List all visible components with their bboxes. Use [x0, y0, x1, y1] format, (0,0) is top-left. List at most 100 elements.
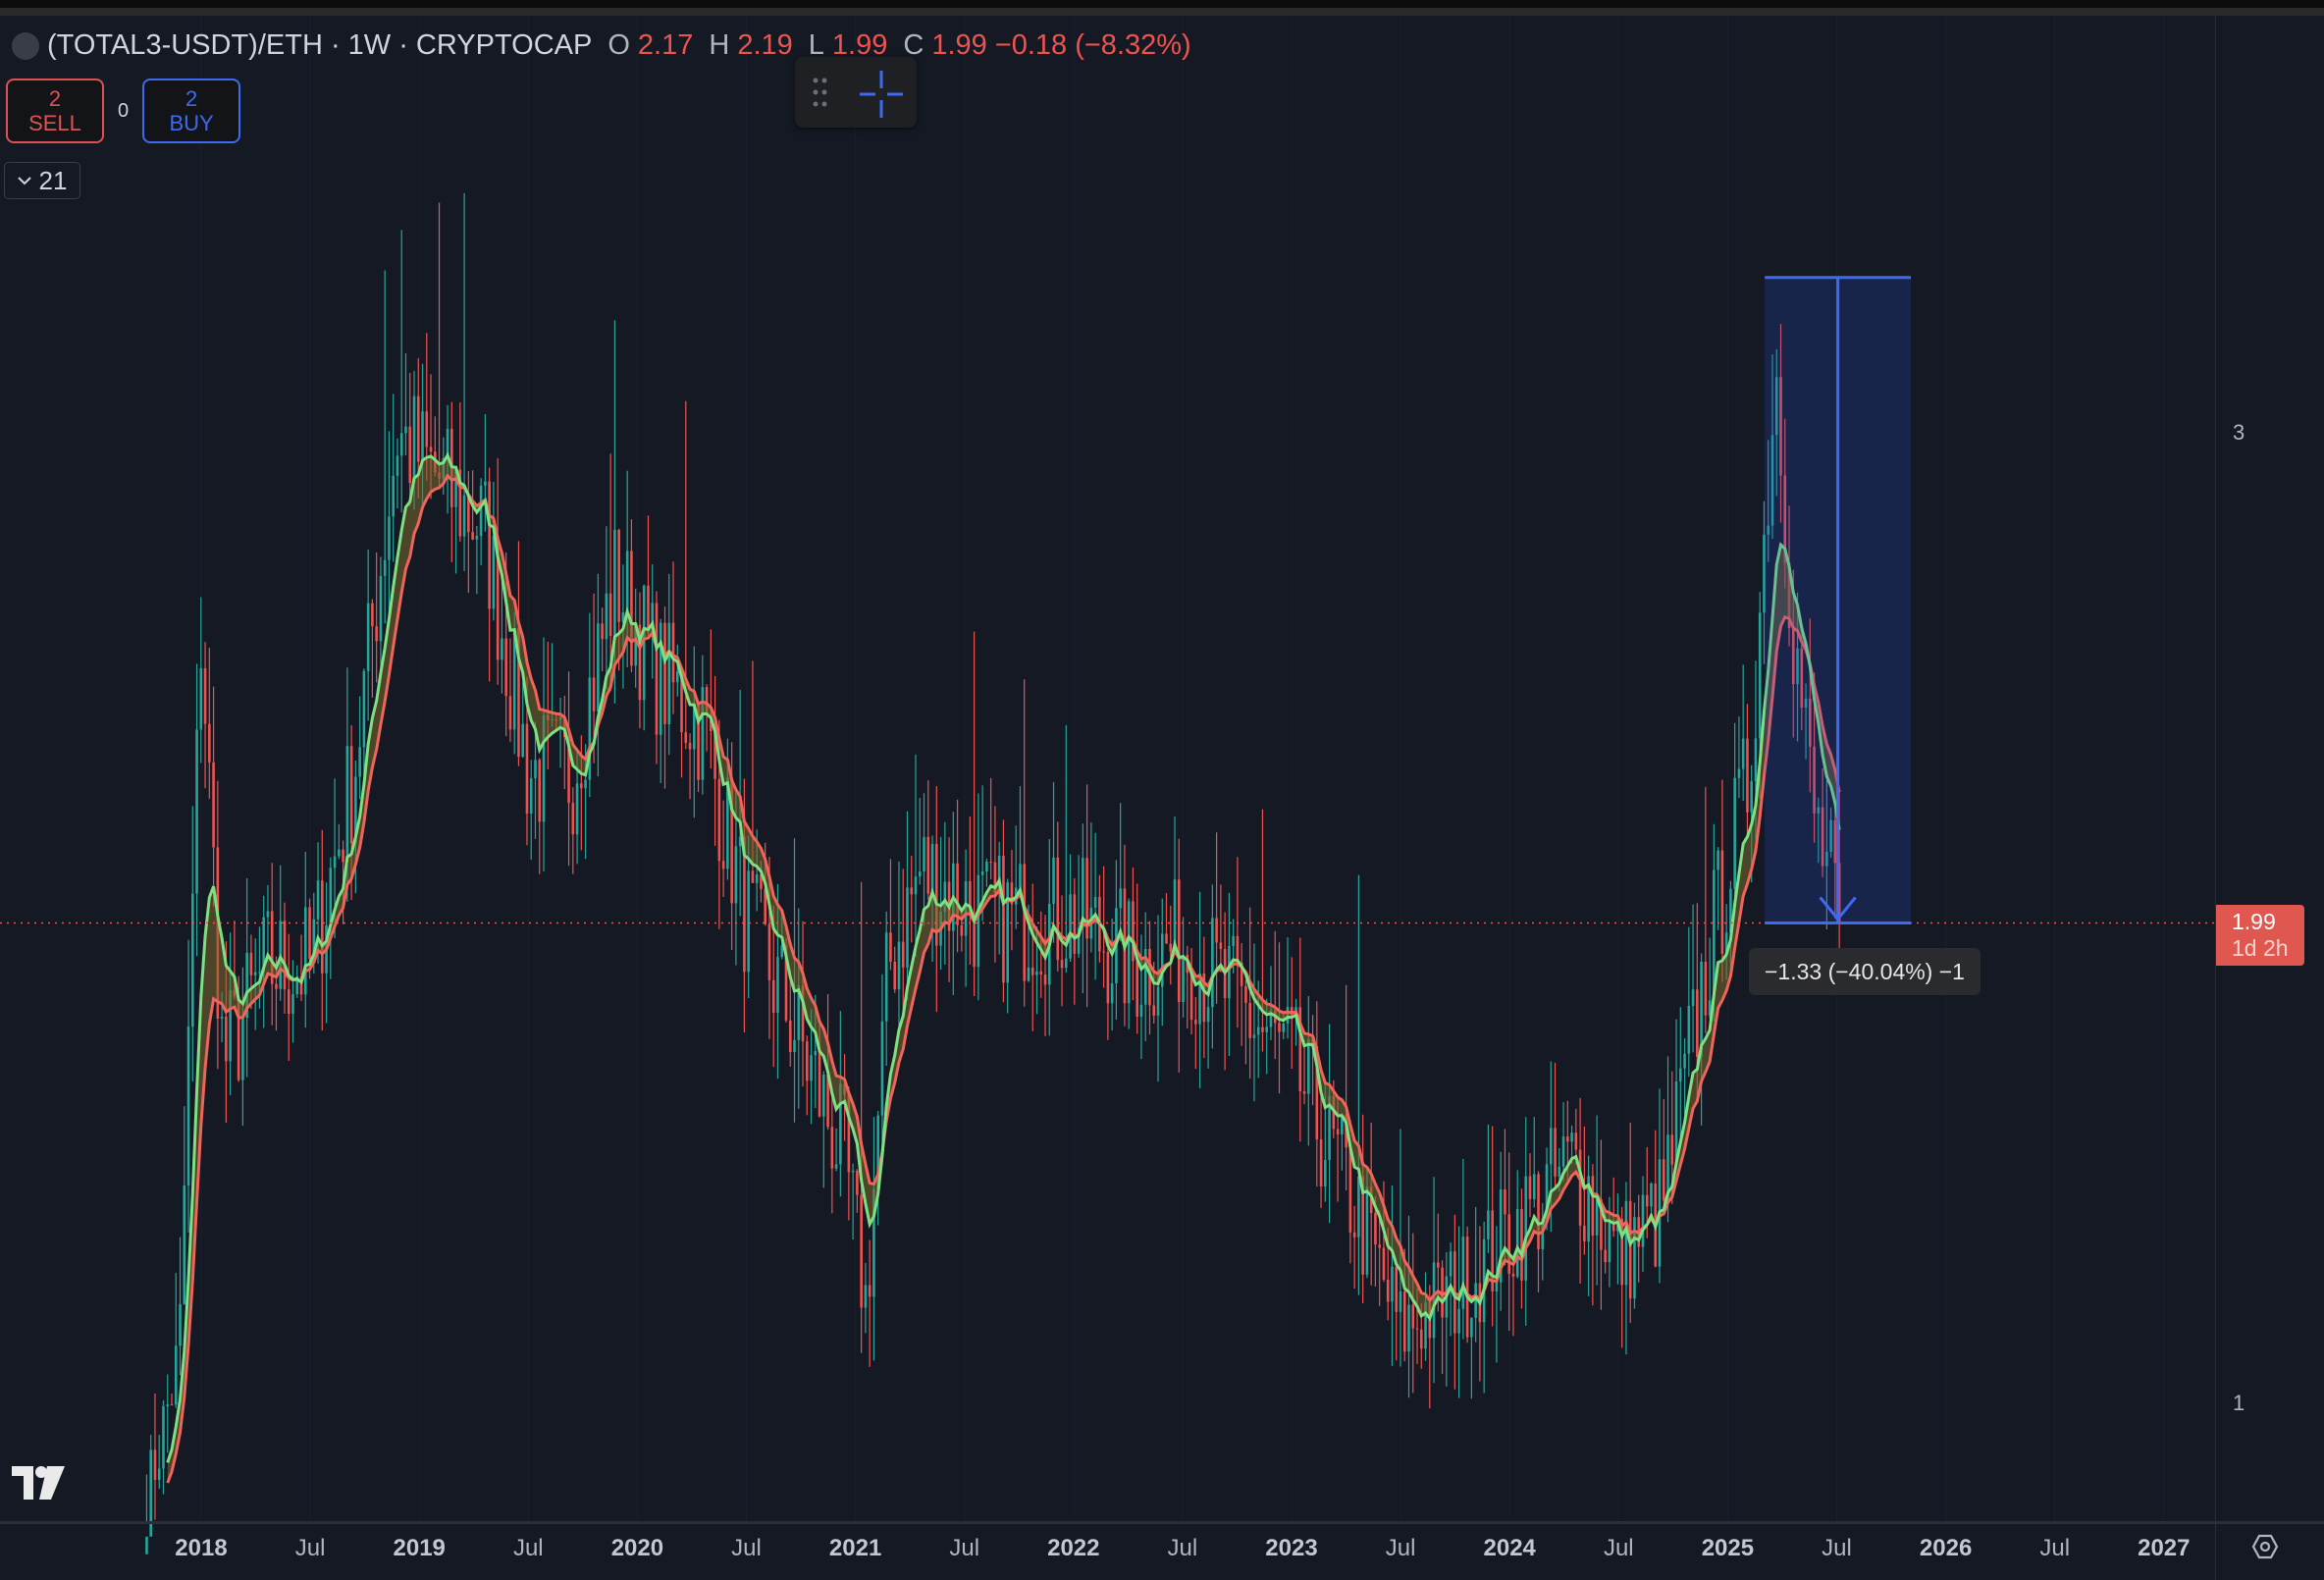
candle-body — [1608, 1222, 1611, 1263]
candle-body — [186, 1027, 190, 1186]
candle-body — [166, 1404, 170, 1406]
candle-body — [1474, 1283, 1477, 1319]
candle-body — [1696, 989, 1699, 1058]
symbol-title[interactable]: (TOTAL3-USDT)/ETH · 1W · CRYPTOCAP — [47, 29, 593, 61]
candle-body — [358, 747, 361, 777]
candle-body — [416, 395, 420, 462]
candle-body — [299, 975, 303, 995]
candle-body — [608, 593, 612, 637]
candle-body — [934, 844, 938, 946]
candle-body — [333, 856, 337, 869]
candle-body — [1143, 948, 1147, 1005]
floating-drawing-toolbar[interactable] — [795, 57, 917, 128]
candle-body — [675, 671, 679, 683]
time-tick-label: Jul — [949, 1535, 980, 1561]
candle-body — [634, 624, 637, 666]
candle-body — [504, 638, 507, 697]
candle-body — [379, 575, 383, 642]
candle-body — [793, 1039, 796, 1052]
ohlc-high-value: 2.19 — [737, 29, 793, 61]
candle-body — [1365, 1186, 1369, 1275]
candle-body — [1315, 1046, 1319, 1139]
indicators-toggle[interactable]: 21 — [4, 162, 80, 199]
buy-button[interactable]: 2 BUY — [142, 79, 241, 143]
candle-body — [717, 778, 721, 862]
candle-body — [605, 593, 608, 640]
candle-body — [241, 1018, 244, 1080]
candle-body — [508, 696, 512, 730]
buy-label: BUY — [169, 111, 214, 135]
candle-body — [1532, 1174, 1536, 1199]
candle-body — [1056, 857, 1060, 961]
candle-body — [864, 1285, 868, 1308]
candle-body — [1683, 1053, 1686, 1069]
candle-body — [1006, 882, 1009, 983]
candle-body — [1528, 1176, 1532, 1199]
candle-body — [484, 481, 487, 486]
candle-body — [788, 1020, 792, 1052]
candle-body — [1491, 1210, 1494, 1291]
candle-body — [910, 887, 914, 895]
candle-body — [1437, 1262, 1440, 1268]
drag-handle-icon[interactable] — [795, 57, 917, 128]
candle-body — [1499, 1189, 1503, 1283]
candle-body — [663, 622, 666, 724]
time-tick-label: 2024 — [1483, 1535, 1536, 1561]
candle-body — [705, 687, 709, 714]
tradingview-logo[interactable] — [8, 1462, 69, 1521]
candle-body — [1733, 777, 1736, 889]
candle-body — [625, 551, 629, 613]
candle-body — [776, 957, 779, 1014]
candle-body — [1767, 525, 1770, 535]
candle-body — [153, 1449, 157, 1481]
candle-body — [1211, 918, 1214, 1008]
candle-body — [321, 880, 324, 974]
candle-body — [1236, 935, 1240, 963]
candle-body — [225, 1016, 228, 1062]
sell-button[interactable]: 2 SELL — [6, 79, 104, 143]
candle-body — [588, 677, 592, 780]
sell-label: SELL — [28, 111, 81, 135]
candle-body — [1687, 1006, 1691, 1054]
time-tick-label: 2018 — [175, 1535, 228, 1561]
candle-body — [638, 624, 642, 701]
candle-body — [462, 495, 466, 537]
candle-body — [1495, 1282, 1499, 1291]
candle-body — [212, 762, 215, 848]
symbol-logo-icon — [12, 31, 39, 60]
candle-body — [1336, 1129, 1340, 1134]
candle-body — [1156, 986, 1160, 1016]
candle-body — [1298, 1007, 1302, 1091]
candle-body — [801, 985, 805, 1042]
candle-body — [488, 481, 491, 609]
candle-body — [1002, 855, 1005, 983]
candle-body — [1110, 983, 1114, 1004]
candle-body — [1704, 962, 1708, 1016]
candle-body — [1591, 1176, 1595, 1236]
chart-settings-icon[interactable] — [2251, 1533, 2279, 1560]
candle-body — [1641, 1194, 1645, 1247]
candle-body — [467, 495, 470, 533]
crosshair-icon[interactable] — [854, 67, 909, 122]
candle-body — [1278, 1023, 1281, 1032]
candle-body — [1645, 1194, 1649, 1207]
candle-body — [542, 714, 546, 822]
candle-body — [701, 687, 705, 780]
candle-body — [342, 849, 344, 863]
candle-body — [1215, 918, 1218, 943]
spread-value: 0 — [118, 99, 130, 122]
candle-body — [721, 861, 725, 869]
candle-body — [1177, 879, 1181, 1003]
candle-body — [872, 1188, 875, 1297]
window-top-stripe — [0, 8, 2324, 16]
candle-body — [1574, 1132, 1578, 1150]
candle-body — [1060, 960, 1064, 969]
candle-body — [149, 1449, 153, 1537]
candle-body — [893, 961, 897, 990]
candle-body — [960, 924, 964, 936]
candle-body — [1507, 1214, 1511, 1274]
candle-body — [1549, 1128, 1553, 1165]
candle-body — [1030, 967, 1034, 975]
candle-body — [1252, 1034, 1256, 1038]
